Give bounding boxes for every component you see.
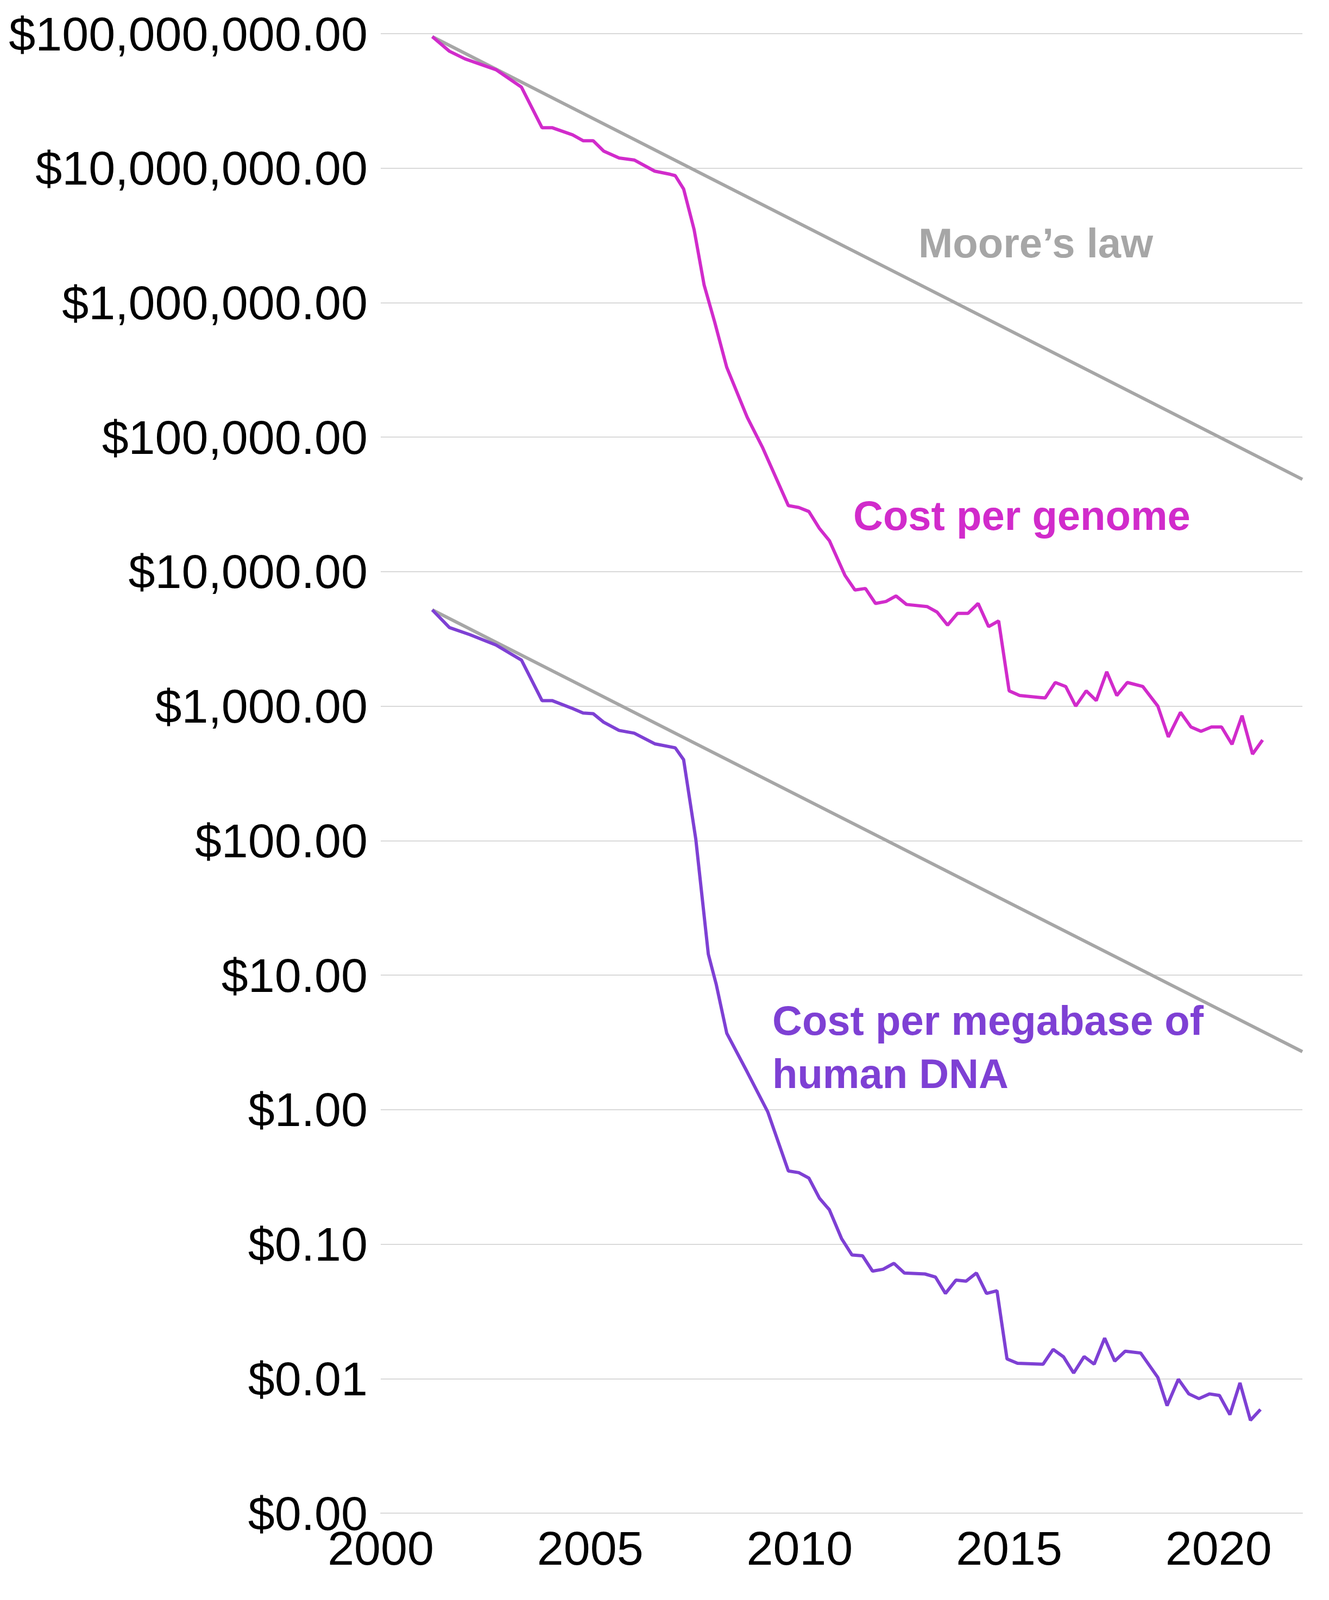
svg-text:human DNA: human DNA [772,1050,1009,1098]
svg-text:$100,000.00: $100,000.00 [102,410,368,465]
svg-text:$1,000,000.00: $1,000,000.00 [61,275,368,330]
svg-text:Cost per megabase of: Cost per megabase of [772,997,1215,1044]
svg-text:$0.00: $0.00 [248,1486,368,1541]
svg-text:$1.00: $1.00 [248,1082,368,1137]
svg-text:2005: 2005 [537,1521,644,1576]
svg-text:$1,000.00: $1,000.00 [155,679,369,734]
svg-text:$0.10: $0.10 [248,1217,368,1272]
svg-text:Moore’s law: Moore’s law [918,219,1154,267]
svg-text:2020: 2020 [1165,1521,1272,1576]
svg-text:2000: 2000 [327,1521,434,1576]
svg-text:$0.01: $0.01 [248,1352,368,1407]
svg-text:$10,000,000.00: $10,000,000.00 [35,141,368,195]
svg-text:$100,000,000.00: $100,000,000.00 [8,7,368,61]
svg-text:2015: 2015 [955,1521,1063,1576]
svg-text:2010: 2010 [746,1521,853,1576]
svg-text:$100.00: $100.00 [194,814,368,868]
svg-text:Cost per genome: Cost per genome [853,492,1191,539]
svg-text:$10,000.00: $10,000.00 [128,544,368,599]
svg-text:$10.00: $10.00 [221,948,368,1003]
